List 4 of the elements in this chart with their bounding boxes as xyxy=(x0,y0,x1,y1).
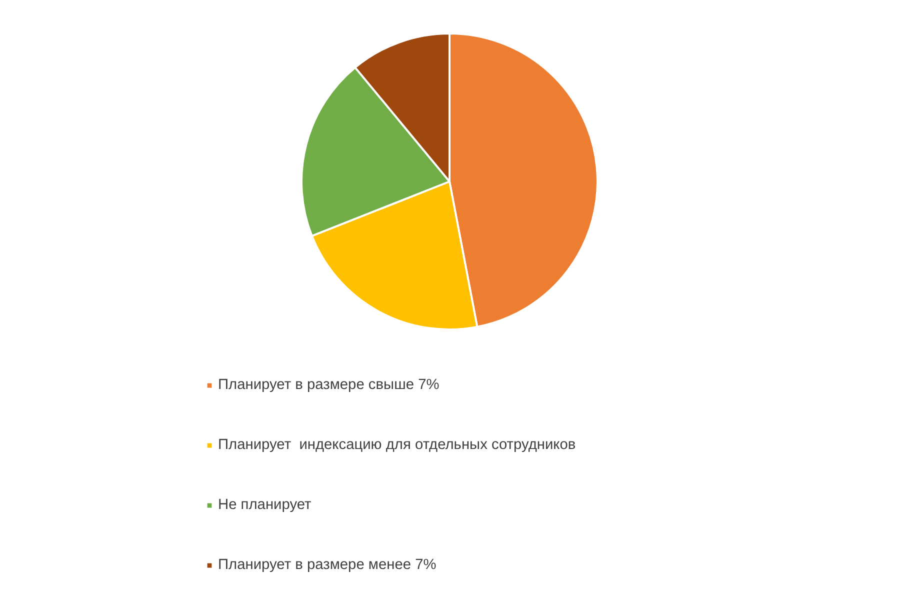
legend-label: Планирует в размере свыше 7% xyxy=(218,377,440,393)
legend-label: Планирует индексацию для отдельных сотрудников xyxy=(218,437,576,453)
legend-label: Не планирует xyxy=(218,497,312,513)
legend-label: Планирует в размере менее 7% xyxy=(218,557,436,573)
